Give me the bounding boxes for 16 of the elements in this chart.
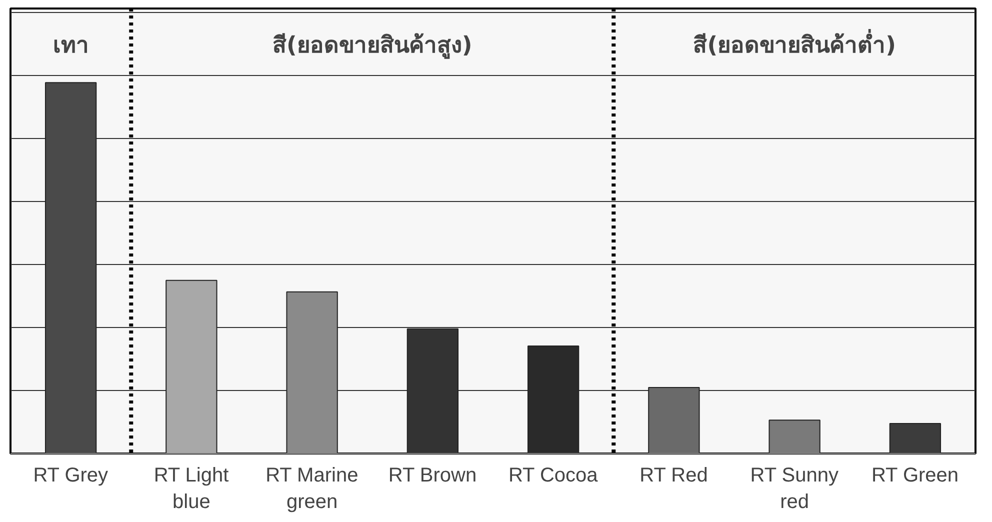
x-tick-label: RT Cocoa (508, 464, 599, 486)
bar (44, 82, 97, 454)
text: สี(ยอดขายสินค้าสูง) (272, 32, 472, 60)
x-tick-label: RT Sunny red (750, 464, 838, 513)
bar (166, 280, 218, 454)
x-tick-label: RT Red (640, 464, 708, 486)
x-tick-label: RT Green (871, 464, 959, 486)
x-tick-label: RT Light blue (154, 464, 230, 513)
bar (648, 386, 700, 454)
text: เทา (52, 32, 89, 59)
x-tick-label: RT Brown (388, 464, 477, 486)
text: สี(ยอดขายสินค้าต่ำ) (693, 28, 896, 59)
bar (889, 422, 942, 454)
bar (768, 420, 820, 454)
x-tick-label: RT Grey (33, 464, 108, 486)
x-tick-label: RT Marine green (266, 464, 358, 513)
